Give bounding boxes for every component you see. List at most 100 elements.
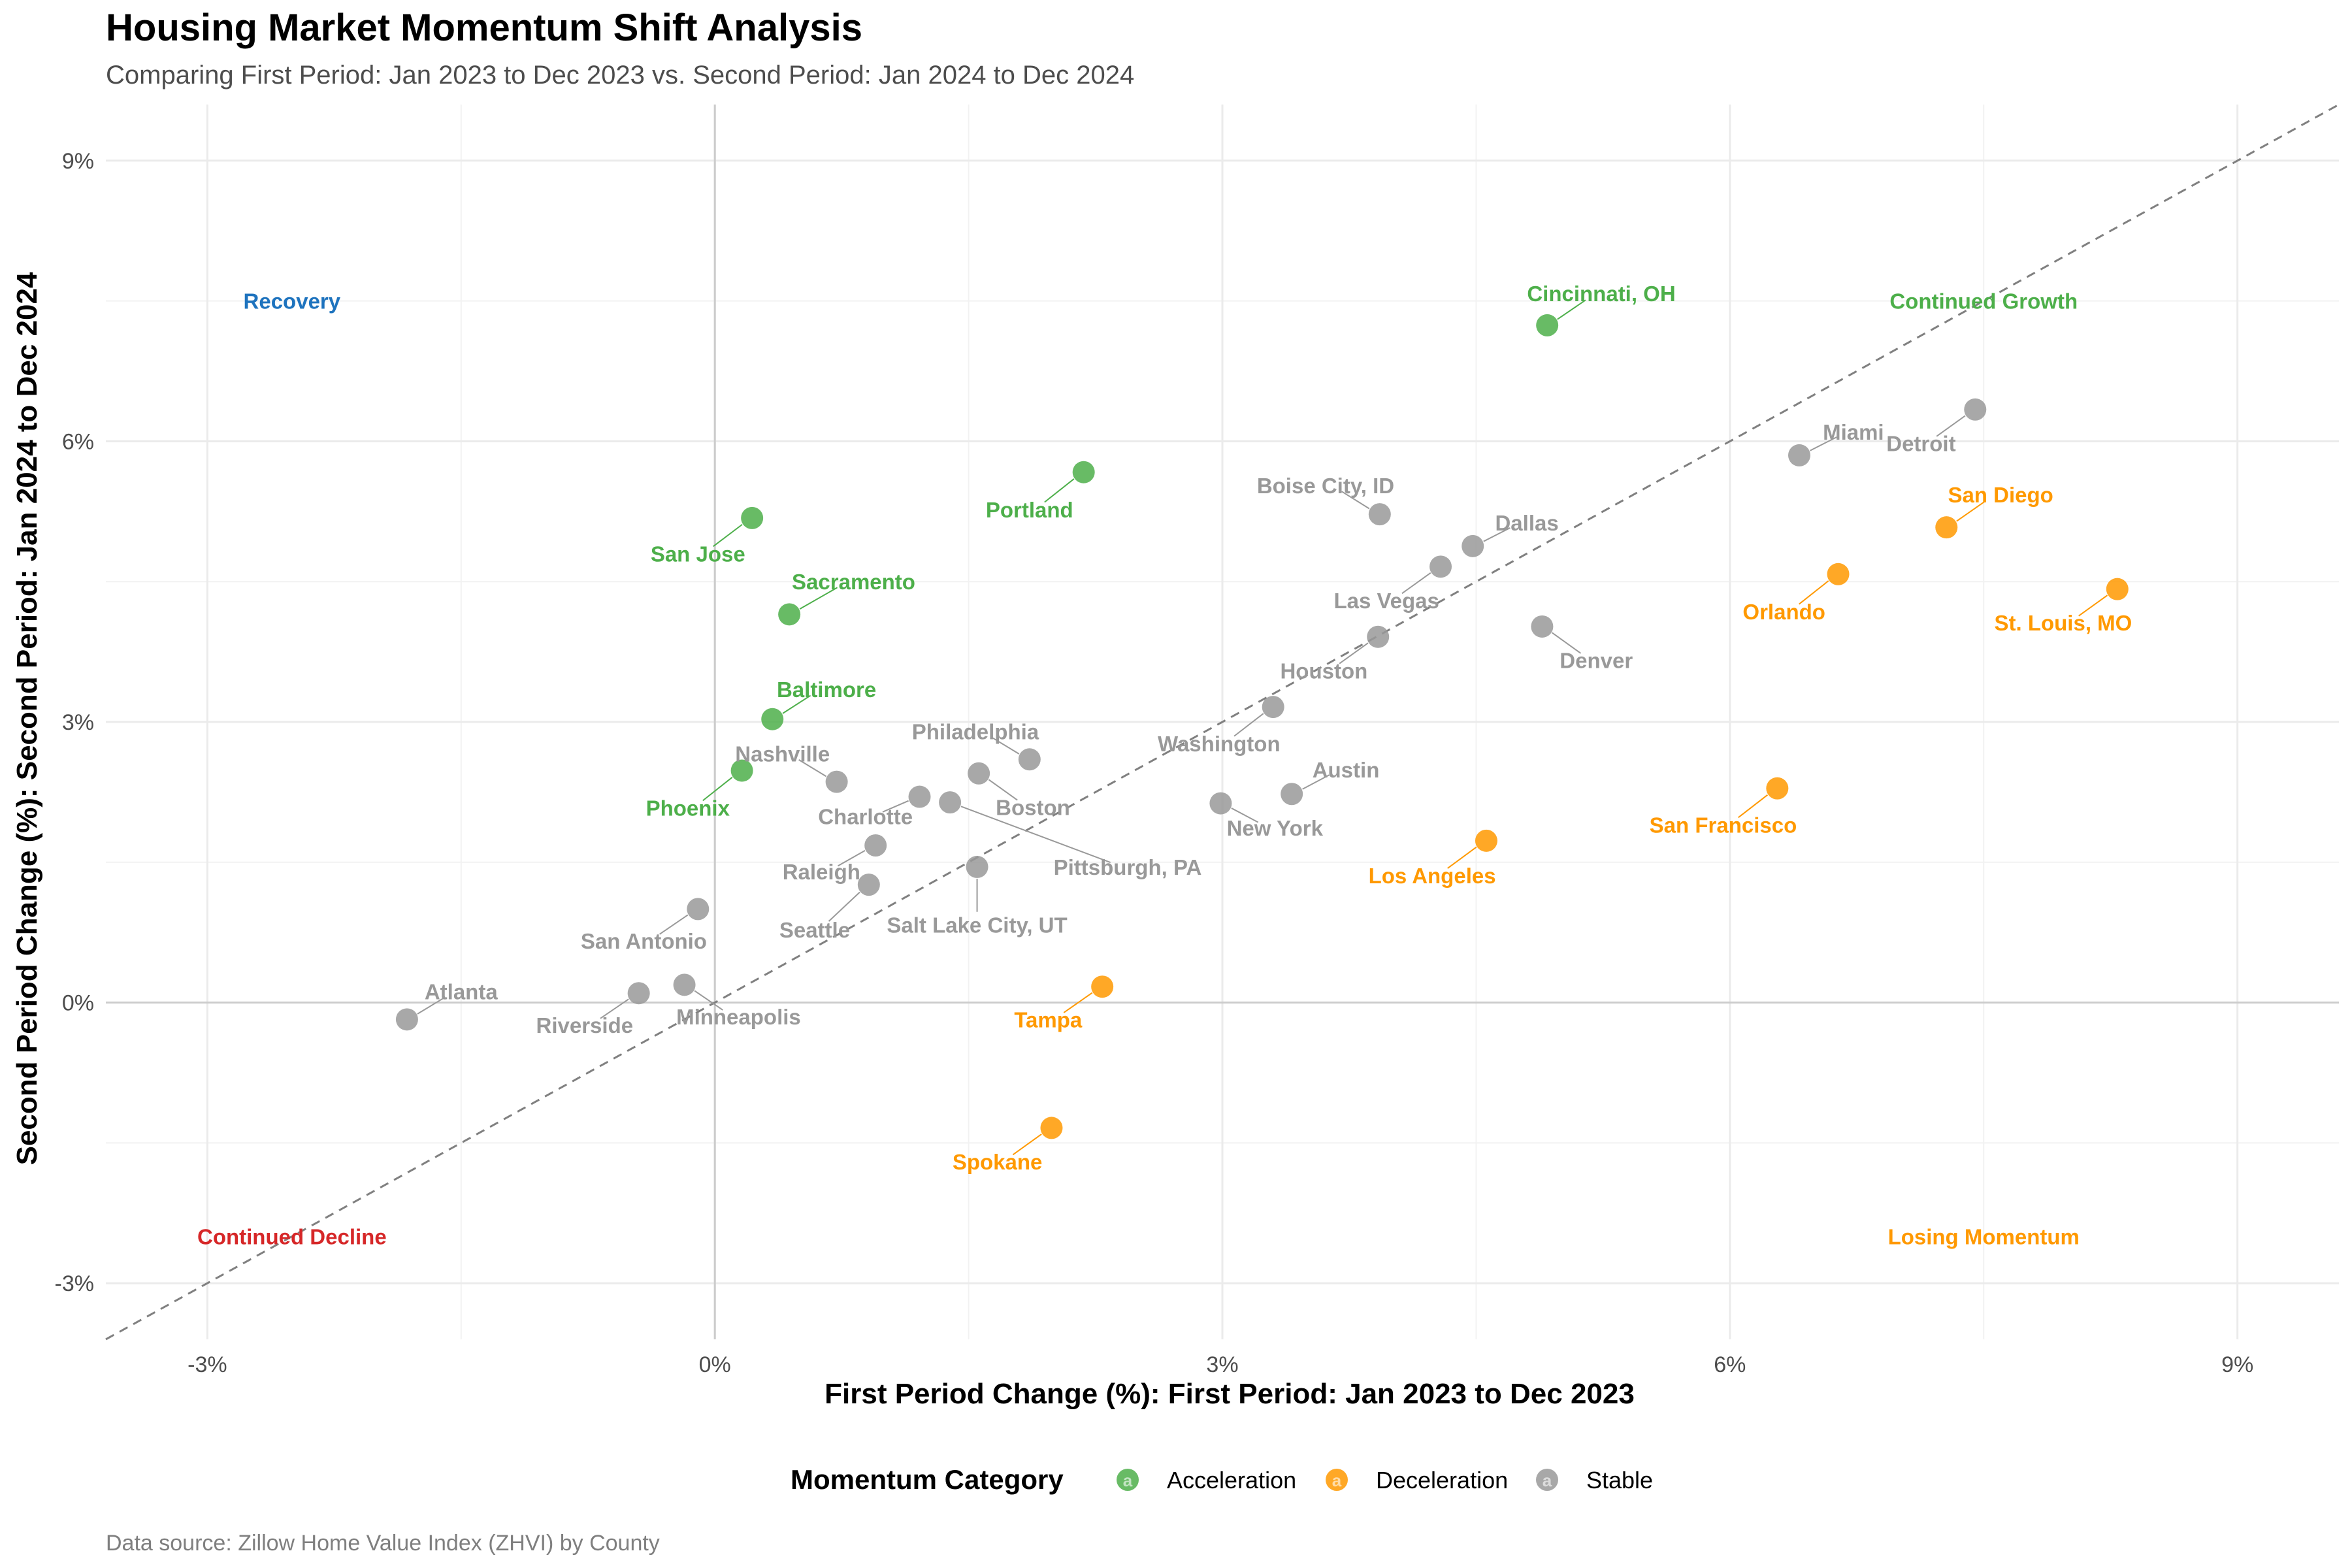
- quadrant-label-losing-momentum: Losing Momentum: [1888, 1225, 2080, 1249]
- leader-portland: [1044, 478, 1075, 503]
- leader-austin: [1302, 774, 1330, 790]
- reference-line: [105, 103, 2340, 1341]
- label-philadelphia: Philadelphia: [912, 719, 1039, 743]
- leader-denver: [1552, 632, 1582, 654]
- label-seattle: Seattle: [779, 918, 850, 942]
- point-spokane: [1040, 1117, 1063, 1139]
- point-raleigh: [864, 834, 887, 857]
- chart-title: Housing Market Momentum Shift Analysis: [106, 7, 862, 49]
- label-tampa: Tampa: [1014, 1007, 1083, 1032]
- point-san-antonio: [687, 898, 710, 921]
- label-washington: Washington: [1158, 732, 1281, 756]
- label-riverside: Riverside: [536, 1013, 634, 1037]
- leader-minneapolis: [694, 990, 723, 1011]
- y-axis-title: Second Period Change (%): Second Period:…: [11, 272, 43, 1165]
- y-tick-label: 6%: [62, 429, 94, 454]
- point-st-louis-mo: [2106, 578, 2129, 600]
- leader-philadelphia: [991, 736, 1020, 755]
- point-san-diego: [1935, 516, 1958, 539]
- label-sacramento: Sacramento: [792, 570, 915, 594]
- leader-dallas: [1483, 527, 1511, 542]
- label-salt-lake-city-ut: Salt Lake City, UT: [887, 913, 1067, 938]
- legend-key-acceleration: [1117, 1469, 1139, 1491]
- leader-washington: [1233, 713, 1264, 737]
- x-tick-label: 9%: [2221, 1352, 2253, 1377]
- leader-houston: [1339, 642, 1369, 664]
- label-pittsburgh-pa: Pittsburgh, PA: [1054, 855, 1202, 879]
- label-san-diego: San Diego: [1948, 483, 2053, 507]
- leader-raleigh: [838, 849, 866, 867]
- axis-ticks: -3% 0% 3% 6% 9% -3% 0% 3% 6% 9%: [55, 149, 2254, 1377]
- leader-miami: [1810, 436, 1837, 451]
- point-boston: [968, 762, 990, 785]
- label-san-jose: San Jose: [651, 542, 745, 566]
- leader-san-francisco: [1738, 794, 1769, 819]
- leader-orlando: [1799, 580, 1829, 605]
- label-las-vegas: Las Vegas: [1333, 589, 1439, 613]
- point-portland: [1072, 461, 1095, 483]
- point-cincinnati-oh: [1536, 314, 1559, 336]
- leader-riverside: [600, 998, 629, 1019]
- label-leaders: [417, 299, 2108, 1156]
- point-tampa: [1091, 975, 1114, 998]
- point-atlanta: [395, 1008, 418, 1031]
- label-baltimore: Baltimore: [777, 678, 876, 702]
- point-minneapolis: [673, 973, 696, 996]
- leader-nashville: [798, 759, 827, 777]
- legend-key-glyph: a: [1332, 1471, 1342, 1490]
- label-cincinnati-oh: Cincinnati, OH: [1527, 282, 1675, 306]
- leader-st-louis-mo: [2078, 595, 2108, 617]
- leader-baltimore: [782, 694, 811, 714]
- label-atlanta: Atlanta: [425, 979, 498, 1004]
- label-boise-city-id: Boise City, ID: [1257, 474, 1394, 498]
- label-raleigh: Raleigh: [783, 860, 860, 884]
- label-boston: Boston: [996, 795, 1070, 819]
- label-nashville: Nashville: [735, 742, 830, 766]
- label-orlando: Orlando: [1742, 600, 1825, 624]
- label-los-angeles: Los Angeles: [1369, 864, 1496, 888]
- leader-boise-city-id: [1341, 491, 1370, 510]
- label-charlotte: Charlotte: [818, 805, 913, 829]
- y-tick-label: 3%: [62, 710, 94, 735]
- leader-san-diego: [1956, 500, 1985, 522]
- point-dallas: [1462, 534, 1484, 557]
- leader-san-antonio: [659, 914, 689, 935]
- legend-title: Momentum Category: [791, 1464, 1064, 1495]
- leader-boston: [988, 779, 1018, 801]
- quadrant-label-continued-growth: Continued Growth: [1889, 289, 2078, 314]
- y-tick-label: 0%: [62, 991, 94, 1016]
- point-new-york: [1209, 792, 1232, 815]
- leader-pittsburgh-pa: [960, 806, 1111, 864]
- leader-las-vegas: [1401, 572, 1431, 595]
- leader-new-york: [1231, 808, 1259, 823]
- legend-key-stable: [1536, 1469, 1558, 1491]
- x-tick-label: -3%: [188, 1352, 227, 1377]
- leader-sacramento: [799, 587, 838, 610]
- point-sacramento: [778, 603, 801, 626]
- label-phoenix: Phoenix: [646, 796, 730, 821]
- label-portland: Portland: [986, 498, 1073, 522]
- reference-line-group: [105, 103, 2340, 1341]
- point-charlotte: [908, 785, 931, 808]
- x-tick-label: 3%: [1206, 1352, 1238, 1377]
- label-new-york: New York: [1227, 816, 1324, 840]
- label-dallas: Dallas: [1495, 511, 1558, 535]
- grid: [106, 105, 2339, 1339]
- label-san-antonio: San Antonio: [581, 929, 707, 953]
- point-washington: [1262, 696, 1284, 719]
- leader-detroit: [1936, 415, 1966, 437]
- y-tick-label: 9%: [62, 149, 94, 174]
- point-san-jose: [741, 506, 764, 529]
- legend-key-glyph: a: [1123, 1471, 1133, 1490]
- data-source-caption: Data source: Zillow Home Value Index (ZH…: [106, 1531, 660, 1556]
- leader-san-jose: [713, 523, 743, 547]
- leader-cincinnati-oh: [1557, 299, 1586, 320]
- point-boise-city-id: [1368, 503, 1391, 526]
- point-denver: [1531, 615, 1554, 638]
- point-detroit: [1964, 398, 1987, 421]
- point-las-vegas: [1429, 555, 1452, 578]
- quadrant-labels: Recovery Continued Growth Continued Declin…: [197, 289, 2080, 1249]
- point-seattle: [857, 874, 880, 896]
